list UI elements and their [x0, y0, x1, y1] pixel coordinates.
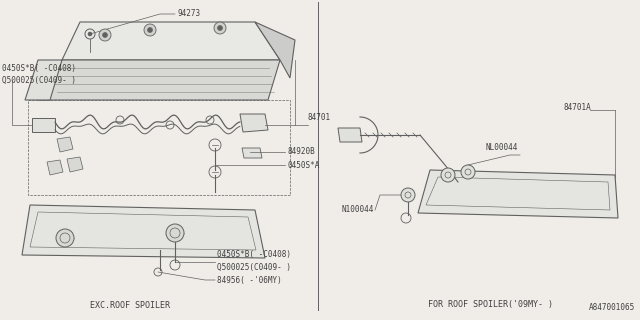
- Polygon shape: [22, 205, 265, 258]
- Text: EXC.ROOF SPOILER: EXC.ROOF SPOILER: [90, 300, 170, 309]
- Polygon shape: [418, 170, 618, 218]
- Text: 84920B: 84920B: [287, 148, 315, 156]
- Circle shape: [441, 168, 455, 182]
- Circle shape: [461, 165, 475, 179]
- Polygon shape: [255, 22, 295, 78]
- Text: 84956( -'06MY): 84956( -'06MY): [217, 276, 282, 284]
- Polygon shape: [57, 137, 73, 152]
- Text: Q500025(C0409- ): Q500025(C0409- ): [217, 262, 291, 271]
- Text: 0450S*A: 0450S*A: [287, 161, 319, 170]
- Circle shape: [218, 26, 223, 30]
- Text: N100044: N100044: [342, 205, 374, 214]
- Text: 0450S*B( -C0408): 0450S*B( -C0408): [2, 63, 76, 73]
- Polygon shape: [338, 128, 362, 142]
- Circle shape: [144, 24, 156, 36]
- Circle shape: [214, 22, 226, 34]
- Polygon shape: [47, 160, 63, 175]
- Text: 94273: 94273: [177, 10, 200, 19]
- Text: 84701: 84701: [308, 114, 331, 123]
- Polygon shape: [62, 22, 280, 60]
- Text: 84701A: 84701A: [563, 103, 591, 113]
- Circle shape: [99, 29, 111, 41]
- Circle shape: [88, 32, 92, 36]
- Circle shape: [102, 33, 108, 37]
- Text: NL00044: NL00044: [485, 143, 517, 153]
- Polygon shape: [32, 118, 55, 132]
- Polygon shape: [38, 60, 280, 100]
- Polygon shape: [67, 157, 83, 172]
- Text: 0450S*B( -C0408): 0450S*B( -C0408): [217, 251, 291, 260]
- Polygon shape: [25, 60, 62, 100]
- Text: FOR ROOF SPOILER('09MY- ): FOR ROOF SPOILER('09MY- ): [428, 300, 552, 309]
- Polygon shape: [242, 148, 262, 158]
- Polygon shape: [240, 114, 268, 132]
- Circle shape: [166, 224, 184, 242]
- Circle shape: [147, 28, 152, 33]
- Circle shape: [56, 229, 74, 247]
- Text: A847001065: A847001065: [589, 303, 635, 312]
- Circle shape: [401, 188, 415, 202]
- Text: Q500025(C0409- ): Q500025(C0409- ): [2, 76, 76, 84]
